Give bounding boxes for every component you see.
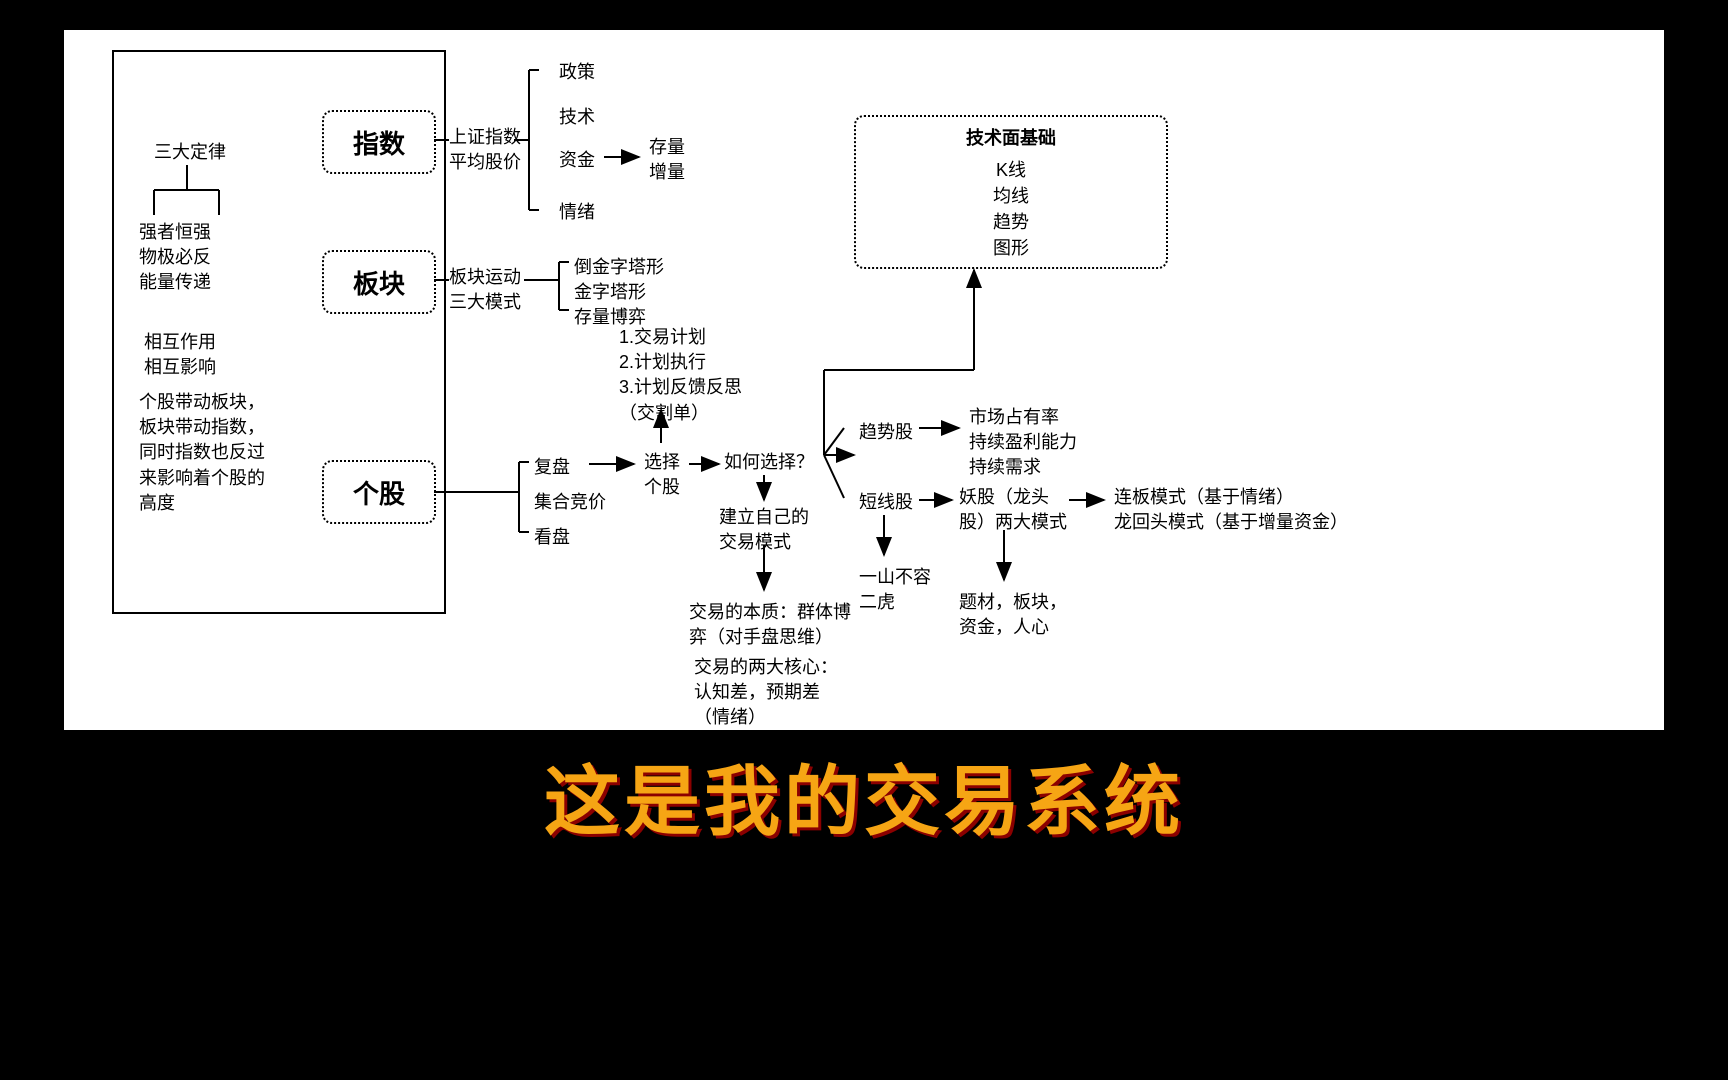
node-demon_stock: 妖股（龙头 股）两大模式	[959, 485, 1067, 535]
box-sector-label: 板块	[353, 264, 405, 301]
node-policy: 政策	[559, 60, 595, 85]
diagram-canvas: 指数 板块 个股 技术面基础 K线 均线 趋势 图形 三大定律强者恒强 物极必反…	[64, 30, 1664, 730]
node-trend_stock: 趋势股	[859, 420, 913, 445]
node-market_share: 市场占有率 持续盈利能力 持续需求	[969, 405, 1077, 481]
node-three_laws_items: 强者恒强 物极必反 能量传递	[139, 220, 211, 296]
node-plan: 1.交易计划 2.计划执行 3.计划反馈反思 （交割单）	[619, 325, 742, 426]
tech-box-item-3: 图形	[993, 234, 1029, 260]
node-sector_items: 倒金字塔形 金字塔形 存量博弈	[574, 255, 664, 331]
box-stock-label: 个股	[353, 474, 405, 511]
tech-box-item-0: K线	[996, 156, 1026, 182]
node-patterns: 连板模式（基于情绪） 龙回头模式（基于增量资金）	[1114, 485, 1348, 535]
tech-box-item-2: 趋势	[993, 208, 1029, 234]
node-index_sub: 上证指数 平均股价	[449, 125, 521, 175]
node-stock_sub3: 看盘	[534, 525, 570, 550]
node-sector_sub: 板块运动 三大模式	[449, 265, 521, 315]
node-tech: 技术	[559, 105, 595, 130]
node-select: 选择 个股	[644, 450, 680, 500]
main-title: 这是我的交易系统	[0, 740, 1728, 850]
node-short_stock: 短线股	[859, 490, 913, 515]
node-funds: 资金	[559, 148, 595, 173]
box-stock: 个股	[322, 460, 436, 524]
tech-box-title: 技术面基础	[966, 124, 1056, 150]
node-three_laws_title: 三大定律	[154, 140, 226, 165]
node-build_mode: 建立自己的 交易模式	[719, 505, 809, 555]
tech-box-item-1: 均线	[993, 182, 1029, 208]
node-stock_sub2: 集合竞价	[534, 490, 606, 515]
node-how_select: 如何选择？	[724, 450, 814, 475]
main-title-text: 这是我的交易系统	[544, 760, 1184, 845]
box-index-label: 指数	[353, 124, 405, 161]
box-tech-basis: 技术面基础 K线 均线 趋势 图形	[854, 115, 1168, 269]
node-two_core: 交易的两大核心： 认知差，预期差 （情绪）	[694, 655, 838, 731]
box-index: 指数	[322, 110, 436, 174]
node-one_mountain: 一山不容 二虎	[859, 565, 931, 615]
node-sentiment: 情绪	[559, 200, 595, 225]
node-stock_inc: 存量 增量	[649, 135, 685, 185]
node-explanation: 个股带动板块， 板块带动指数， 同时指数也反过 来影响着个股的 高度	[139, 390, 265, 516]
node-interaction: 相互作用 相互影响	[144, 330, 216, 380]
node-theme: 题材，板块， 资金，人心	[959, 590, 1067, 640]
node-essence: 交易的本质：群体博 弈（对手盘思维）	[689, 600, 851, 650]
node-stock_sub1: 复盘	[534, 455, 570, 480]
box-sector: 板块	[322, 250, 436, 314]
